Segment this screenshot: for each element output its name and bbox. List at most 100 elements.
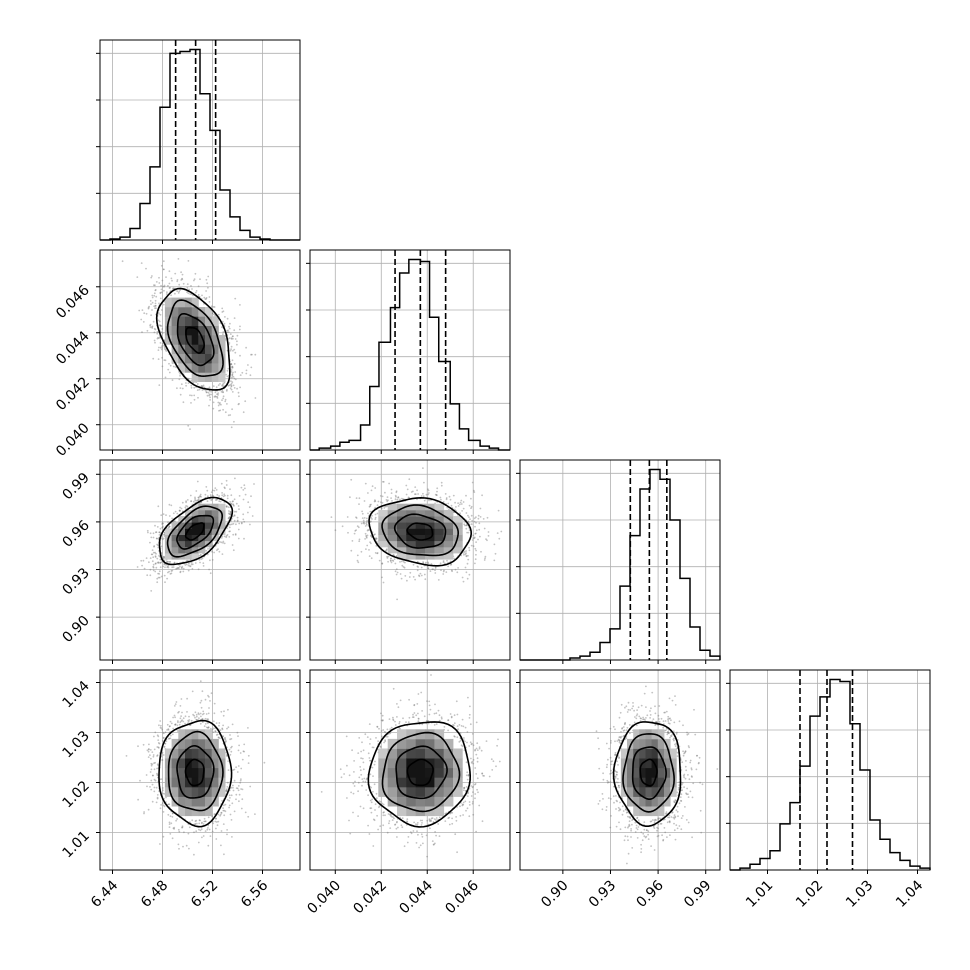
sample-point (221, 383, 224, 386)
sample-point (232, 549, 235, 552)
sample-point (162, 792, 165, 795)
sample-point (184, 506, 187, 509)
sample-point (390, 726, 393, 729)
sample-point (136, 276, 139, 278)
sample-point (673, 829, 676, 832)
density-cell (406, 540, 416, 548)
sample-point (202, 712, 205, 715)
sample-point (639, 717, 642, 719)
density-cell (378, 758, 388, 769)
sample-point (621, 727, 623, 730)
sample-point (418, 574, 420, 577)
density-cell (211, 363, 219, 373)
sample-point (153, 305, 156, 308)
sample-point (218, 722, 221, 724)
density-cell (205, 738, 213, 749)
sample-point (435, 834, 437, 837)
sample-point (211, 489, 214, 492)
sample-point (442, 560, 445, 562)
histogram-2 (310, 258, 510, 451)
sample-point (162, 804, 165, 807)
sample-point (664, 720, 667, 722)
sample-point (471, 760, 474, 763)
density-cell (633, 738, 640, 749)
sample-point (207, 391, 210, 394)
density-cell (205, 758, 213, 769)
density-cell (443, 522, 454, 529)
sample-point (228, 510, 230, 512)
sample-point (233, 363, 236, 365)
sample-point (223, 542, 226, 545)
sample-point (384, 739, 386, 741)
density-cell (415, 516, 426, 523)
sample-point (419, 572, 422, 575)
sample-point (392, 716, 394, 719)
sample-point (670, 719, 672, 722)
density-cell (191, 758, 199, 769)
sample-point (618, 741, 621, 744)
sample-point (160, 309, 163, 311)
density-cell (185, 509, 193, 517)
sample-point (227, 517, 230, 520)
density-cell (171, 528, 179, 535)
sample-point (413, 712, 416, 714)
density-cell (670, 758, 677, 769)
sample-point (393, 558, 396, 560)
sample-point (215, 499, 218, 501)
sample-point (213, 489, 216, 492)
sample-point (465, 527, 468, 530)
sample-point (207, 824, 210, 827)
sample-point (194, 820, 197, 823)
sample-point (160, 514, 163, 517)
sample-point (225, 373, 228, 376)
sample-point (474, 558, 477, 561)
density-cell (670, 786, 677, 797)
density-cell (664, 748, 671, 759)
sample-point (370, 801, 373, 804)
sample-point (355, 529, 357, 531)
sample-point (467, 773, 470, 776)
sample-point (375, 545, 378, 547)
sample-point (356, 554, 359, 557)
sample-point (155, 566, 158, 569)
sample-point (239, 781, 242, 784)
sample-point (362, 749, 365, 752)
sample-point (231, 365, 234, 368)
sample-point (179, 717, 182, 720)
sample-point (691, 836, 693, 839)
sample-point (166, 566, 169, 568)
sample-point (468, 717, 471, 719)
sample-point (362, 807, 365, 810)
density-cell (185, 748, 193, 759)
sample-point (199, 495, 202, 497)
sample-point (680, 799, 682, 802)
density-cell (178, 325, 186, 336)
sample-point (402, 717, 404, 720)
histogram-3 (520, 468, 721, 661)
sample-point (152, 320, 155, 323)
sample-point (200, 496, 202, 498)
density-cell (178, 344, 186, 354)
sample-point (406, 488, 409, 491)
sample-point (369, 541, 371, 544)
sample-point (194, 496, 196, 499)
density-cell (211, 777, 219, 788)
sample-point (217, 394, 220, 396)
sample-point (474, 793, 477, 795)
sample-point (437, 709, 440, 712)
sample-point (138, 309, 141, 312)
density-cell (191, 503, 199, 511)
sample-point (226, 331, 229, 334)
sample-point (140, 318, 143, 321)
sample-point (162, 555, 165, 558)
sample-point (163, 805, 166, 808)
sample-point (219, 402, 221, 404)
sample-point (187, 377, 190, 380)
sample-point (466, 795, 469, 797)
sample-point (170, 734, 172, 737)
sample-point (158, 276, 160, 279)
sample-point (174, 723, 177, 726)
sample-point (223, 710, 225, 713)
sample-point (622, 810, 625, 812)
sample-point (221, 728, 224, 731)
